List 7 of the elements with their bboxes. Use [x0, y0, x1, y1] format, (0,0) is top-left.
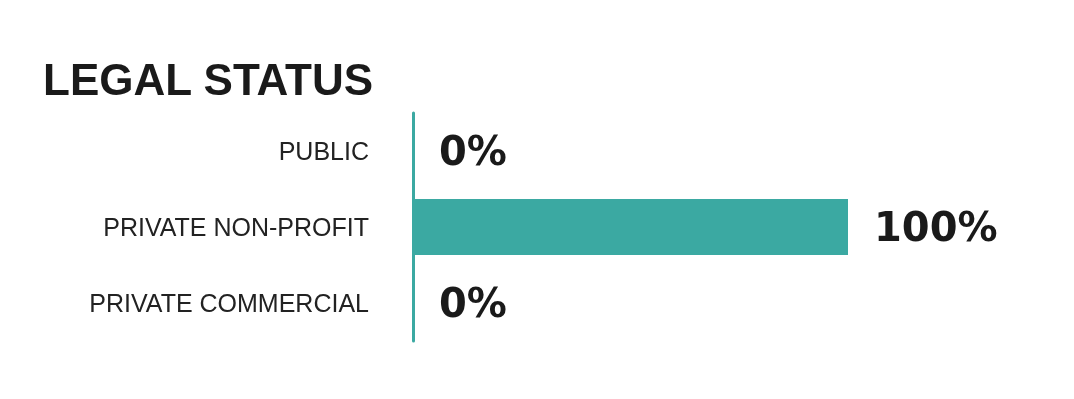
y-tick-label: PRIVATE NON-PROFIT: [103, 213, 369, 241]
data-label: 0%: [439, 128, 507, 174]
data-label: 0%: [439, 280, 507, 326]
chart-title: LEGAL STATUS: [43, 54, 373, 104]
y-tick-label: PUBLIC: [278, 137, 369, 165]
y-tick-label: PRIVATE COMMERCIAL: [89, 289, 370, 317]
data-label: 100%: [874, 204, 998, 250]
